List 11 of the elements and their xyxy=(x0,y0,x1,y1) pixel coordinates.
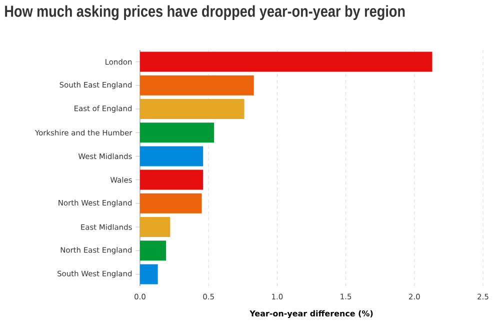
bar xyxy=(140,170,204,190)
bar xyxy=(140,193,202,214)
bar xyxy=(140,217,170,238)
bar xyxy=(140,146,204,166)
bar xyxy=(140,75,254,96)
bar xyxy=(140,52,432,72)
bar xyxy=(140,99,244,120)
bar xyxy=(140,240,166,261)
bar xyxy=(140,122,214,143)
chart-title: How much asking prices have dropped year-on-year by region xyxy=(5,5,405,20)
bar xyxy=(140,264,158,284)
